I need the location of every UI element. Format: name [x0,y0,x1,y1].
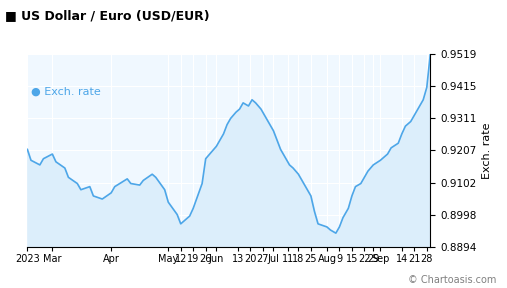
Text: © Chartoasis.com: © Chartoasis.com [409,275,497,285]
Y-axis label: Exch. rate: Exch. rate [482,122,492,179]
Text: ● Exch. rate: ● Exch. rate [31,86,101,96]
Text: ■ US Dollar / Euro (USD/EUR): ■ US Dollar / Euro (USD/EUR) [5,9,210,22]
